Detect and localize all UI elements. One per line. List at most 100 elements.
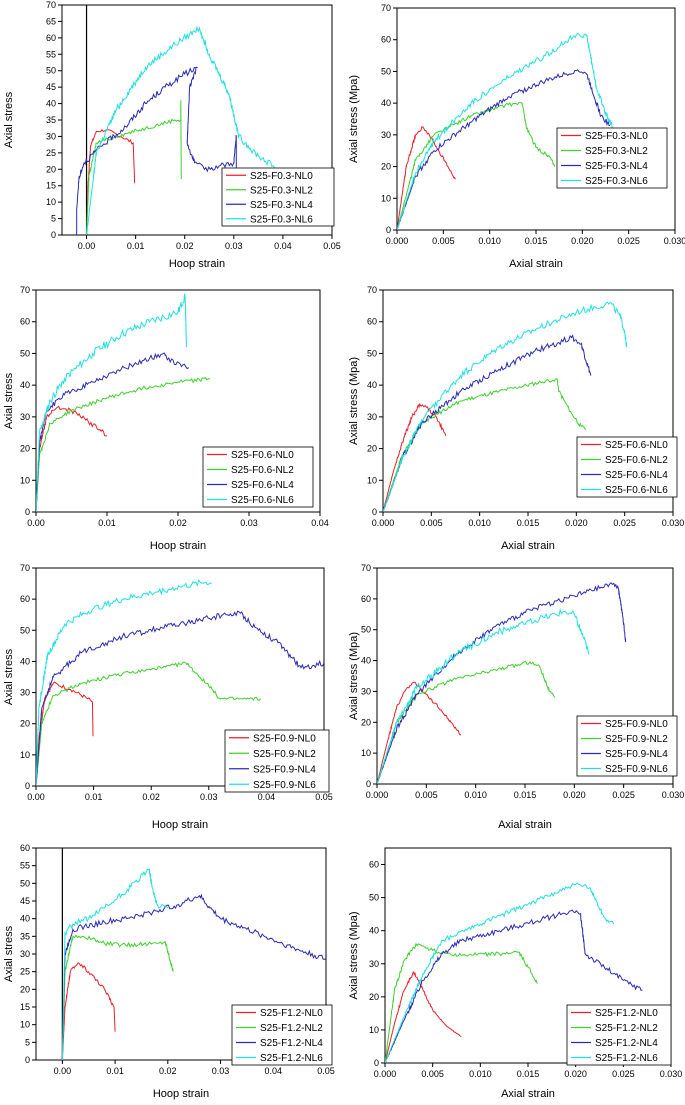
- plot-frame: [396, 7, 676, 231]
- legend-entry: S25-F0.3-NL0: [250, 171, 313, 182]
- x-tick-label: 0.020: [565, 518, 588, 528]
- y-tick-label: 20: [20, 444, 30, 454]
- x-tick-label: 0.010: [464, 790, 487, 800]
- series-line-s25-f0.3-nl4: [76, 66, 237, 235]
- chart-panel-f12-hoop: 0.00 0.01 0.02 0.03 0.04 0.05 0 5 10 15 20 25 30 35 40…: [0, 838, 340, 1105]
- series-line-s25-f0.6-nl4: [383, 334, 592, 512]
- y-tick-label: 60: [381, 35, 391, 45]
- x-axis-label: Axial strain: [498, 819, 552, 831]
- legend-entry: S25-F0.6-NL6: [605, 485, 668, 496]
- y-tick-label: 20: [20, 984, 30, 994]
- series-line-s25-f0.9-nl0: [377, 681, 462, 784]
- series-line-s25-f0.9-nl6: [36, 579, 212, 786]
- y-tick-label: 50: [367, 348, 377, 358]
- y-tick-label: 30: [367, 412, 377, 422]
- legend-box: [576, 436, 678, 498]
- legend-entry: S25-F0.9-NL2: [605, 734, 668, 745]
- x-tick-label: 0.02: [159, 1066, 177, 1076]
- y-tick-label: 50: [20, 625, 30, 635]
- series-line-s25-f0.6-nl6: [36, 293, 187, 512]
- y-tick-label: 50: [361, 625, 371, 635]
- y-tick-label: 5: [51, 214, 56, 224]
- y-tick-label: 0: [25, 781, 30, 791]
- x-tick-label: 0.04: [258, 792, 276, 802]
- y-tick-label: 10: [46, 197, 56, 207]
- y-tick-label: 55: [20, 861, 30, 871]
- legend-entry: S25-F1.2-NL0: [595, 1008, 658, 1019]
- x-tick-label: 0.010: [478, 236, 501, 246]
- y-tick-label: 20: [369, 992, 379, 1002]
- y-tick-label: 60: [361, 594, 371, 604]
- x-tick-label: 0.04: [274, 241, 292, 251]
- y-tick-label: 20: [381, 162, 391, 172]
- legend-box: [224, 729, 330, 793]
- y-tick-label: 70: [20, 563, 30, 573]
- x-tick-label: 0.03: [212, 1066, 230, 1076]
- p1-svg: 0.00 0.01 0.02 0.03 0.04 0.05 0 5 10 15 20 25 30 35 40…: [3, 0, 341, 270]
- series-line-s25-f0.6-nl2: [383, 378, 587, 512]
- legend-entry: S25-F0.9-NL0: [253, 733, 316, 744]
- chart-panel-f06-hoop: 0.00 0.01 0.02 0.03 0.04 0 10 20 30 40 50 60 70 Hoop …: [0, 282, 340, 557]
- x-tick-label: 0.000: [374, 1069, 397, 1079]
- x-tick-label: 0.000: [366, 790, 389, 800]
- legend: S25-F0.9-NL0 S25-F0.9-NL2 S25-F0.9-NL4 S25-…: [576, 715, 678, 777]
- x-tick-label: 0.005: [420, 518, 443, 528]
- y-tick-label: 50: [381, 66, 391, 76]
- x-tick-label: 0.02: [169, 518, 187, 528]
- x-tick-label: 0.025: [612, 790, 635, 800]
- y-tick-label: 50: [46, 66, 56, 76]
- legend-entry: S25-F1.2-NL4: [595, 1038, 658, 1049]
- y-axis-label: Axial stress (Mpa): [348, 357, 360, 445]
- series-line-s25-f0.3-nl2: [397, 101, 555, 230]
- y-tick-label: 70: [381, 3, 391, 13]
- y-tick-label: 0: [386, 225, 391, 235]
- y-axis-label: Axial stress (Mpa): [348, 75, 360, 163]
- legend-entry: S25-F0.3-NL2: [585, 146, 648, 157]
- x-tick-label: 0.05: [315, 792, 333, 802]
- legend-entry: S25-F0.6-NL0: [605, 440, 668, 451]
- y-tick-label: 60: [46, 33, 56, 43]
- y-tick-label: 35: [46, 115, 56, 125]
- series-line-s25-f1.2-nl2: [61, 934, 174, 1060]
- y-tick-label: 30: [20, 412, 30, 422]
- legend-entry: S25-F0.9-NL0: [605, 719, 668, 730]
- x-tick-label: 0.02: [142, 792, 160, 802]
- x-tick-label: 0.005: [432, 236, 455, 246]
- x-tick-label: 0.015: [514, 790, 537, 800]
- series-line-s25-f0.3-nl2: [86, 100, 182, 235]
- legend-entry: S25-F1.2-NL2: [260, 1023, 323, 1034]
- legend-entry: S25-F1.2-NL0: [260, 1008, 323, 1019]
- x-tick-label: 0.03: [225, 241, 243, 251]
- x-tick-label: 0.00: [27, 518, 45, 528]
- p3-svg: 0.00 0.01 0.02 0.03 0.04 0 10 20 30 40 50 60 70 Hoop …: [3, 285, 329, 552]
- y-tick-label: 40: [367, 380, 377, 390]
- y-tick-label: 55: [46, 49, 56, 59]
- y-tick-label: 40: [361, 656, 371, 666]
- x-axis-label: Axial strain: [509, 258, 563, 270]
- x-tick-label: 0.025: [613, 518, 636, 528]
- y-tick-label: 30: [361, 686, 371, 696]
- y-tick-label: 50: [20, 348, 30, 358]
- y-tick-label: 0: [374, 1058, 379, 1068]
- x-tick-label: 0.015: [525, 236, 548, 246]
- legend: S25-F0.6-NL0 S25-F0.6-NL2 S25-F0.6-NL4 S25-…: [202, 446, 314, 508]
- y-tick-label: 40: [381, 98, 391, 108]
- y-tick-label: 60: [367, 317, 377, 327]
- y-axis-label: Axial stress: [3, 372, 15, 429]
- x-axis-label: Axial strain: [501, 1088, 555, 1100]
- x-tick-label: 0.010: [468, 518, 491, 528]
- legend: S25-F0.3-NL0 S25-F0.3-NL2 S25-F0.3-NL4 S25-…: [556, 127, 668, 189]
- series-line-s25-f0.6-nl6: [383, 301, 628, 512]
- x-tick-label: 0.000: [386, 236, 409, 246]
- x-axis-label: Hoop strain: [169, 258, 225, 270]
- y-tick-label: 25: [20, 967, 30, 977]
- series-line-s25-f1.2-nl2: [385, 942, 538, 1063]
- legend: S25-F0.3-NL0 S25-F0.3-NL2 S25-F0.3-NL4 S25-…: [221, 167, 335, 227]
- p5-svg: 0.00 0.01 0.02 0.03 0.04 0.05 0 10 20 30 40 50 60 70 H…: [3, 563, 333, 831]
- chart-panel-f03-hoop: 0.00 0.01 0.02 0.03 0.04 0.05 0 5 10 15 20 25 30 35 40…: [0, 0, 341, 275]
- y-tick-label: 20: [20, 719, 30, 729]
- y-tick-label: 50: [369, 893, 379, 903]
- series-line-s25-f0.6-nl0: [383, 403, 447, 512]
- x-tick-label: 0.025: [612, 1069, 635, 1079]
- x-tick-label: 0.05: [317, 1066, 335, 1076]
